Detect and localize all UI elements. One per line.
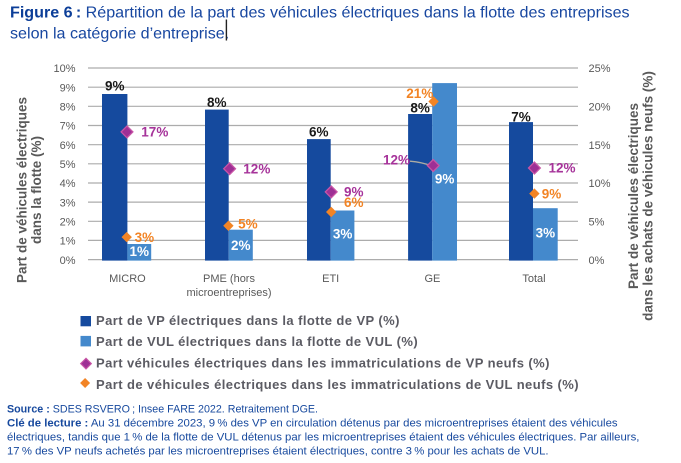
svg-text:9%: 9% [435, 172, 455, 187]
svg-text:6%: 6% [60, 140, 76, 152]
svg-text:6%: 6% [344, 195, 364, 210]
svg-text:Part de véhicules électriquesd: Part de véhicules électriquesdans la flo… [15, 97, 45, 283]
svg-text:10%: 10% [589, 178, 611, 190]
svg-text:5%: 5% [60, 159, 76, 171]
svg-text:7%: 7% [60, 121, 76, 133]
svg-text:Clé de lecture : Au 31 décembr: Clé de lecture : Au 31 décembre 2023, 9 … [7, 418, 618, 430]
svg-text:3%: 3% [60, 197, 76, 209]
svg-text:6%: 6% [309, 125, 329, 140]
svg-text:12%: 12% [549, 161, 576, 176]
svg-text:PME (hors: PME (hors [203, 273, 255, 285]
svg-text:5%: 5% [238, 217, 258, 232]
svg-text:9%: 9% [60, 82, 76, 94]
svg-text:Part véhicules électriques dan: Part véhicules électriques dans les imma… [96, 356, 550, 371]
svg-text:selon la catégorie d’entrepris: selon la catégorie d’entreprise. [10, 25, 229, 43]
svg-text:0%: 0% [589, 255, 605, 267]
svg-text:12%: 12% [383, 153, 410, 168]
svg-text:25%: 25% [589, 63, 611, 75]
svg-text:15%: 15% [589, 140, 611, 152]
svg-text:5%: 5% [589, 217, 605, 229]
svg-text:20%: 20% [589, 102, 611, 114]
svg-text:8%: 8% [207, 95, 227, 110]
svg-text:2%: 2% [60, 217, 76, 229]
svg-text:9%: 9% [105, 79, 125, 94]
svg-text:Total: Total [522, 273, 545, 285]
svg-text:17 % des VP neufs achetés par: 17 % des VP neufs achetés par les microe… [7, 446, 549, 458]
svg-text:0%: 0% [60, 255, 76, 267]
svg-text:Part de véhicules électriquesd: Part de véhicules électriquesdans les ac… [626, 71, 656, 321]
svg-text:microentreprises): microentreprises) [187, 287, 272, 299]
svg-text:Part de véhicules électriques: Part de véhicules électriques dans les i… [96, 377, 579, 392]
svg-text:4%: 4% [60, 178, 76, 190]
svg-text:3%: 3% [135, 230, 155, 245]
svg-text:1%: 1% [130, 244, 150, 259]
svg-text:3%: 3% [536, 226, 556, 241]
svg-text:12%: 12% [243, 161, 270, 176]
svg-text:Source : SDES RSVERO ; Insee F: Source : SDES RSVERO ; Insee FARE 2022. … [7, 404, 318, 416]
svg-text:Part de VP électriques dans la: Part de VP électriques dans la flotte de… [96, 313, 400, 328]
svg-text:21%: 21% [406, 86, 433, 101]
svg-text:17%: 17% [141, 125, 168, 140]
svg-text:3%: 3% [333, 227, 353, 242]
svg-text:MICRO: MICRO [109, 273, 146, 285]
svg-text:ETI: ETI [322, 273, 339, 285]
svg-text:8%: 8% [410, 100, 430, 115]
svg-text:électriques, tandis que 1 % de: électriques, tandis que 1 % de la flotte… [7, 432, 639, 444]
svg-text:1%: 1% [60, 236, 76, 248]
svg-text:7%: 7% [511, 109, 531, 124]
svg-text:9%: 9% [542, 186, 562, 201]
svg-text:GE: GE [424, 273, 440, 285]
svg-text:Part de VUL électriques dans l: Part de VUL électriques dans la flotte d… [96, 334, 418, 349]
svg-text:Figure 6 : Répartition de la p: Figure 6 : Répartition de la part des vé… [10, 4, 630, 22]
svg-text:9%: 9% [344, 185, 364, 200]
svg-text:10%: 10% [53, 63, 75, 75]
svg-text:2%: 2% [231, 238, 251, 253]
svg-text:8%: 8% [60, 102, 76, 114]
